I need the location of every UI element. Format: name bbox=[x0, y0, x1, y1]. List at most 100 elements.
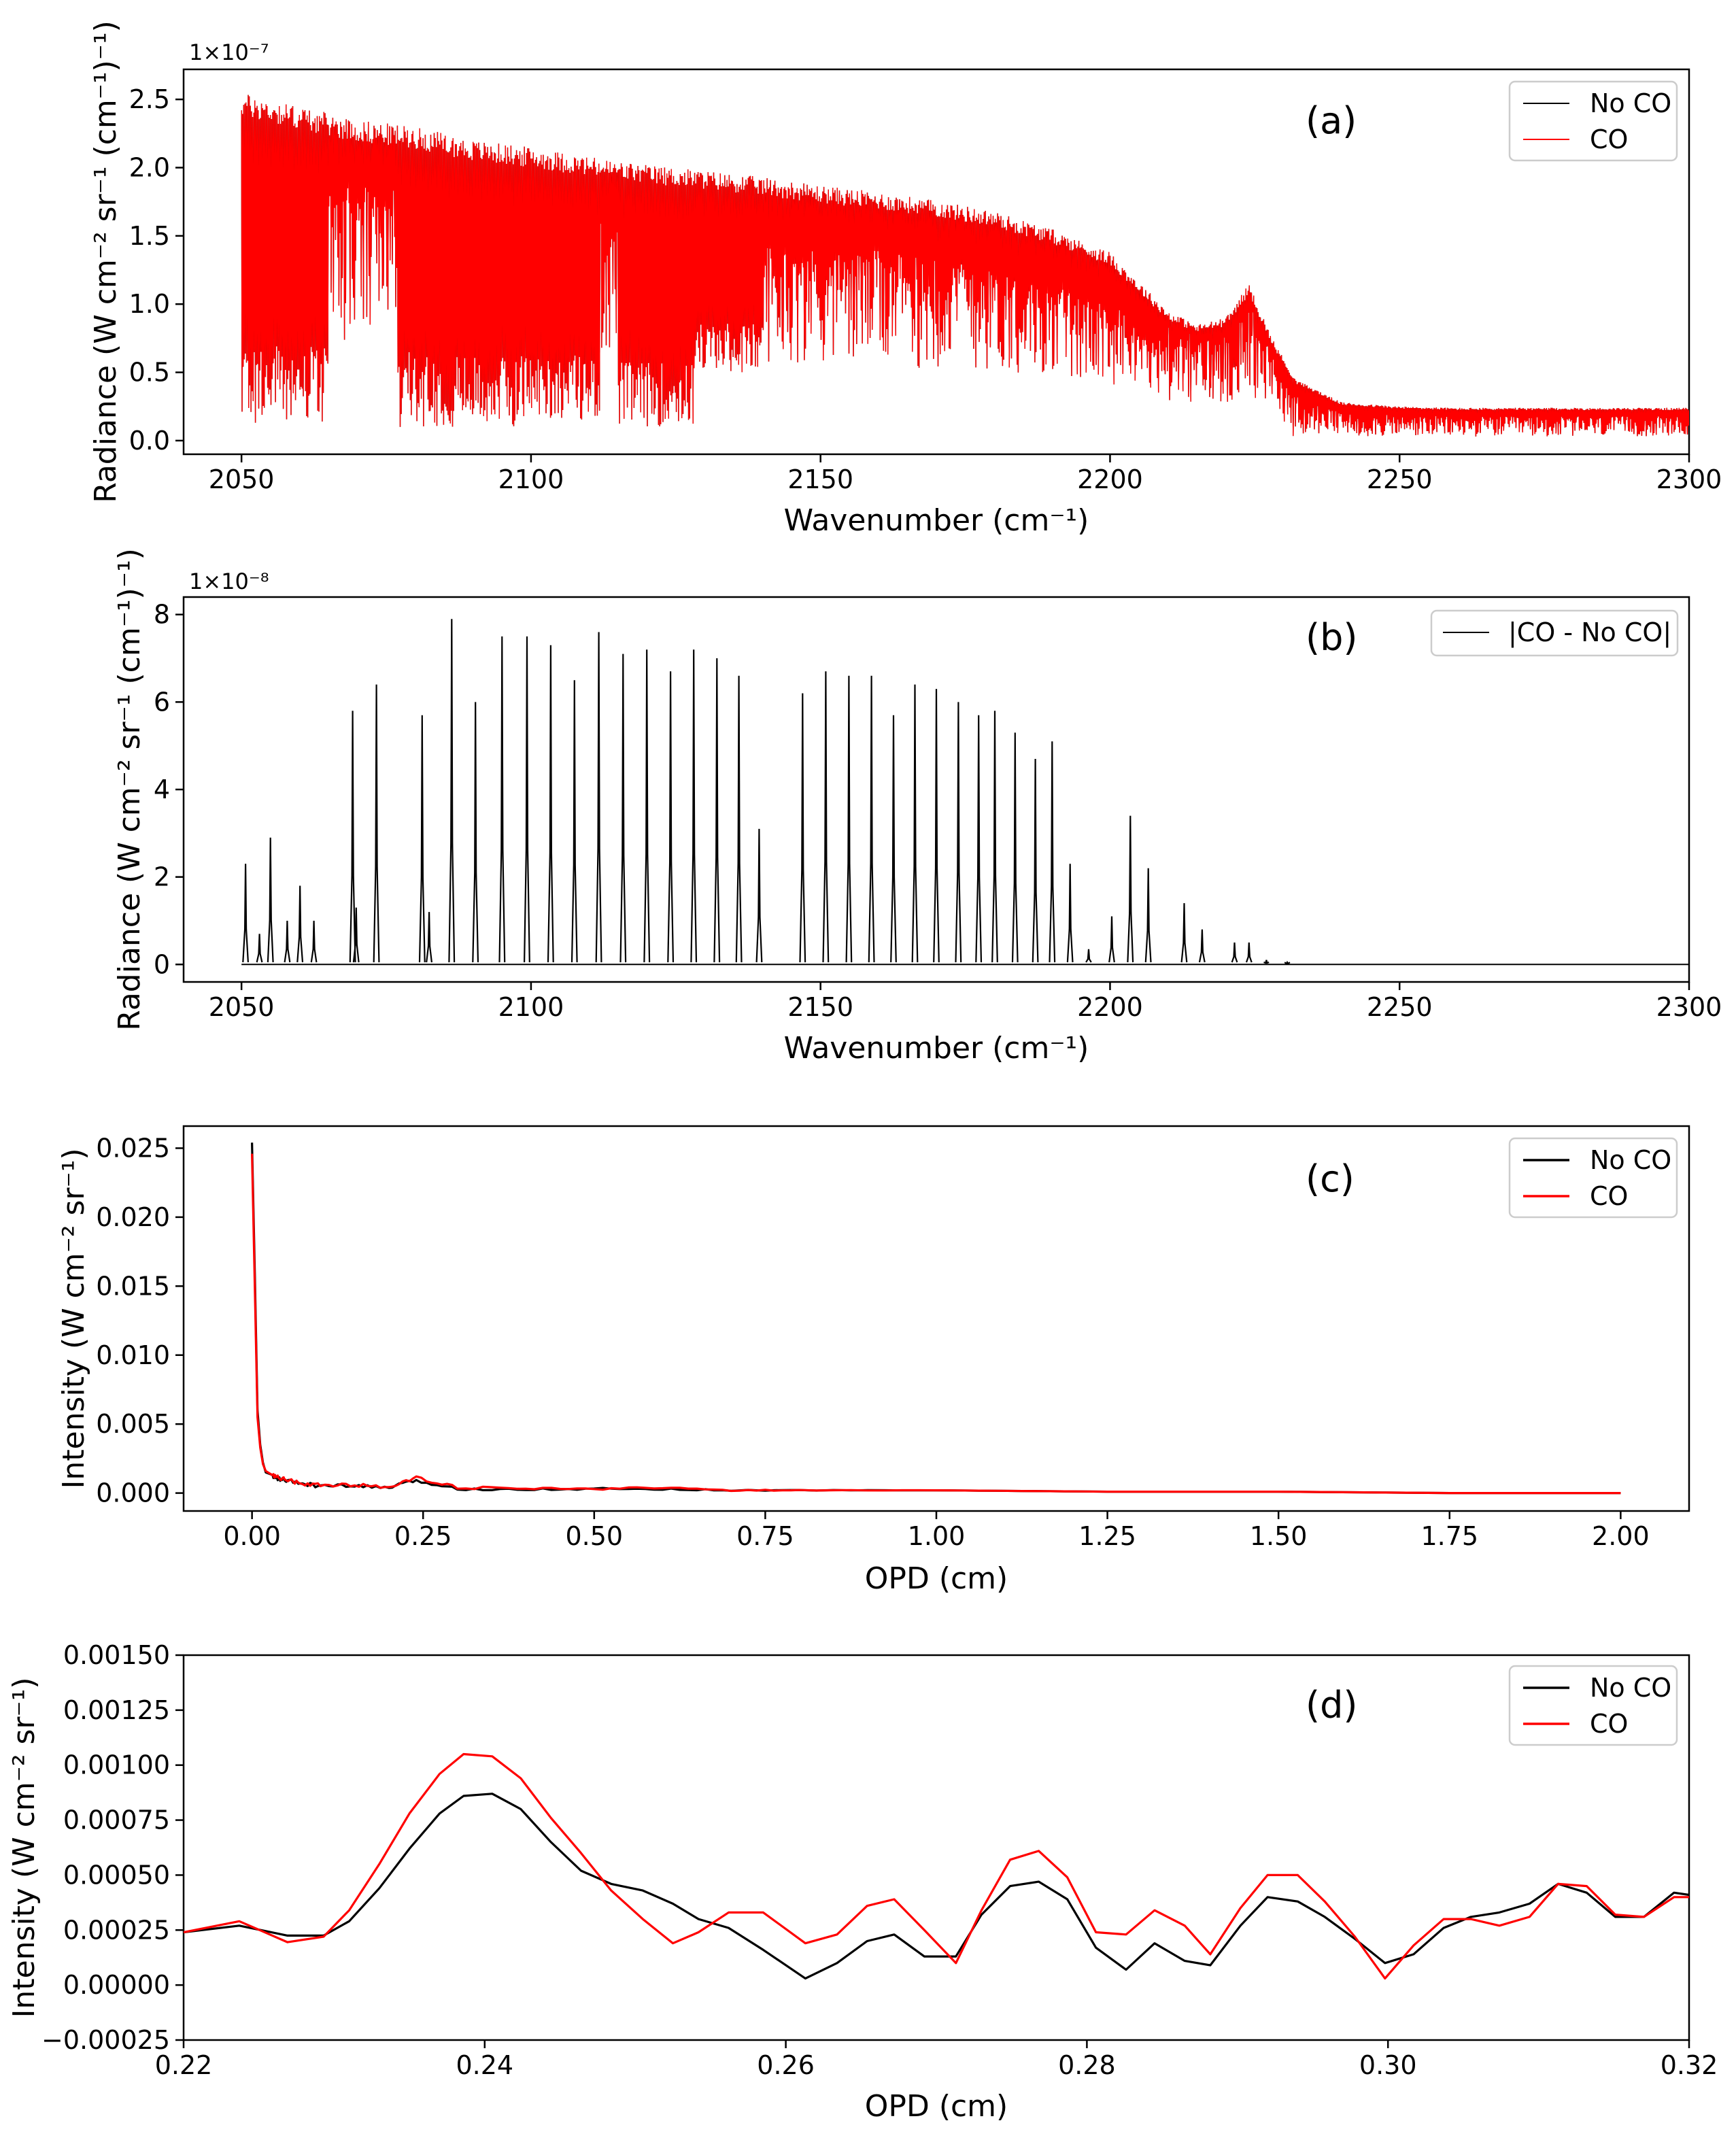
peak-line bbox=[845, 675, 853, 963]
y-tick-label: 0.5 bbox=[129, 358, 170, 388]
panel-d-frame bbox=[182, 1654, 1690, 2041]
panel-c: 0.00 0.25 0.50 0.75 1.00 1.25 1.50 1.75 2.00 0.00… bbox=[56, 1125, 1690, 1596]
peak-line bbox=[713, 658, 721, 963]
panel-a-ylabel: Radiance (W cm⁻² sr⁻¹ (cm⁻¹)⁻¹) bbox=[88, 20, 123, 503]
series-line-no-co bbox=[251, 1142, 1621, 1495]
peak-line bbox=[472, 702, 479, 963]
y-tick-label: 1.5 bbox=[129, 221, 170, 251]
panel-b-plot-area bbox=[241, 619, 1689, 966]
peak-line bbox=[1049, 741, 1056, 963]
peak-line bbox=[1085, 949, 1092, 963]
peak-line bbox=[1263, 959, 1270, 964]
y-tick-label: 2.0 bbox=[129, 153, 170, 183]
peak-line bbox=[1198, 929, 1206, 963]
panel-b-xlabel: Wavenumber (cm⁻¹) bbox=[784, 1031, 1089, 1066]
panel-b-axes: 2050 2100 2150 2200 2250 2300 0 2 4 6 8 bbox=[154, 600, 1722, 1022]
x-tick-label: 2200 bbox=[1077, 464, 1143, 494]
panel-a: 2050 2100 2150 2200 2250 2300 0.0 0.5 1.0 1.5 2.0 2… bbox=[88, 20, 1722, 538]
peak-line bbox=[890, 715, 897, 963]
panel-c-plot-area bbox=[251, 1142, 1621, 1495]
panel-b-ylabel: Radiance (W cm⁻² sr⁻¹ (cm⁻¹)⁻¹) bbox=[112, 548, 147, 1031]
y-tick-label: 0.00150 bbox=[63, 1640, 170, 1670]
x-tick-label: 2300 bbox=[1656, 992, 1722, 1022]
legend-label-co: CO bbox=[1590, 1181, 1628, 1211]
x-tick-label: 0.25 bbox=[394, 1521, 452, 1551]
x-tick-label: 0.22 bbox=[155, 2050, 213, 2080]
panel-b-legend: |CO - No CO| bbox=[1430, 609, 1679, 657]
panel-a-legend: No CO CO bbox=[1508, 80, 1678, 162]
peak-line bbox=[352, 907, 360, 963]
peak-line bbox=[619, 653, 627, 963]
y-tick-label: 6 bbox=[154, 687, 170, 717]
legend-box bbox=[1508, 1665, 1678, 1746]
x-tick-label: 1.50 bbox=[1250, 1521, 1308, 1551]
panel-a-tag: (a) bbox=[1306, 99, 1357, 142]
y-tick-label: 0.025 bbox=[96, 1133, 170, 1163]
x-tick-label: 0.30 bbox=[1359, 2050, 1417, 2080]
peak-line bbox=[955, 702, 962, 963]
x-tick-label: 1.75 bbox=[1420, 1521, 1478, 1551]
peak-line bbox=[1032, 758, 1039, 963]
peak-line bbox=[256, 934, 263, 963]
peak-line bbox=[933, 689, 940, 963]
legend-label-no-co: No CO bbox=[1590, 1673, 1671, 1703]
peak-line bbox=[868, 675, 875, 963]
y-tick-label: 0.0 bbox=[129, 426, 170, 456]
legend-label-no-co: No CO bbox=[1590, 1145, 1671, 1175]
y-tick-label: 0.020 bbox=[96, 1202, 170, 1232]
x-tick-label: 2100 bbox=[498, 464, 564, 494]
peak-line bbox=[1245, 942, 1253, 963]
panel-d-axes: 0.22 0.24 0.26 0.28 0.30 0.32 −0.00025 0.00000 0… bbox=[41, 1640, 1718, 2080]
peak-line bbox=[498, 636, 506, 963]
peak-line bbox=[448, 619, 456, 963]
peak-line bbox=[799, 693, 806, 963]
y-tick-label: 0 bbox=[154, 949, 170, 979]
panel-d-xlabel: OPD (cm) bbox=[865, 2089, 1008, 2124]
legend-box bbox=[1508, 1137, 1678, 1219]
peak-line bbox=[643, 649, 651, 963]
panel-a-frame bbox=[182, 68, 1690, 456]
peak-line bbox=[1284, 960, 1291, 965]
panel-c-tag: (c) bbox=[1306, 1157, 1355, 1200]
y-tick-label: 2.5 bbox=[129, 84, 170, 114]
peak-line bbox=[547, 645, 554, 963]
peak-line bbox=[690, 649, 698, 963]
peak-line bbox=[571, 680, 578, 963]
peak-line bbox=[1180, 903, 1188, 963]
y-tick-label: 0.00100 bbox=[63, 1750, 170, 1780]
panel-a-axes: 2050 2100 2150 2200 2250 2300 0.0 0.5 1.0 1.5 2.0 2… bbox=[129, 84, 1722, 494]
panel-c-ylabel: Intensity (W cm⁻² sr⁻¹) bbox=[56, 1148, 91, 1489]
peak-line bbox=[310, 920, 318, 963]
peak-line bbox=[1144, 868, 1152, 963]
y-tick-label: 0.00050 bbox=[63, 1860, 170, 1890]
peak-line bbox=[975, 715, 983, 963]
x-tick-label: 0.24 bbox=[456, 2050, 513, 2080]
y-tick-label: 0.005 bbox=[96, 1409, 170, 1439]
x-tick-label: 2150 bbox=[787, 464, 853, 494]
series-line-co bbox=[184, 1752, 1689, 1980]
y-tick-label: 0.00075 bbox=[63, 1805, 170, 1835]
peak-line bbox=[991, 711, 998, 963]
panel-a-multiplier: 1×10⁻⁷ bbox=[189, 39, 269, 65]
x-tick-label: 2050 bbox=[209, 464, 275, 494]
y-tick-label: 0.00125 bbox=[63, 1695, 170, 1725]
x-tick-label: 0.26 bbox=[757, 2050, 815, 2080]
peak-line bbox=[595, 632, 602, 963]
peak-line bbox=[296, 885, 304, 963]
x-tick-label: 0.75 bbox=[736, 1521, 794, 1551]
y-tick-label: 8 bbox=[154, 600, 170, 630]
peak-line bbox=[755, 828, 763, 963]
panel-c-frame bbox=[182, 1125, 1690, 1512]
peak-line bbox=[1011, 732, 1019, 963]
peak-line bbox=[735, 675, 743, 963]
y-tick-label: 4 bbox=[154, 775, 170, 804]
series-line-no-co bbox=[184, 1793, 1689, 1980]
panel-a-plot-area bbox=[241, 95, 1689, 437]
y-tick-label: 0.000 bbox=[96, 1478, 170, 1508]
peak-line bbox=[418, 715, 426, 963]
x-tick-label: 2300 bbox=[1656, 464, 1722, 494]
panel-c-legend: No CO CO bbox=[1508, 1137, 1678, 1219]
x-tick-label: 0.32 bbox=[1661, 2050, 1718, 2080]
peak-line bbox=[1127, 815, 1134, 963]
peak-line bbox=[373, 684, 380, 963]
